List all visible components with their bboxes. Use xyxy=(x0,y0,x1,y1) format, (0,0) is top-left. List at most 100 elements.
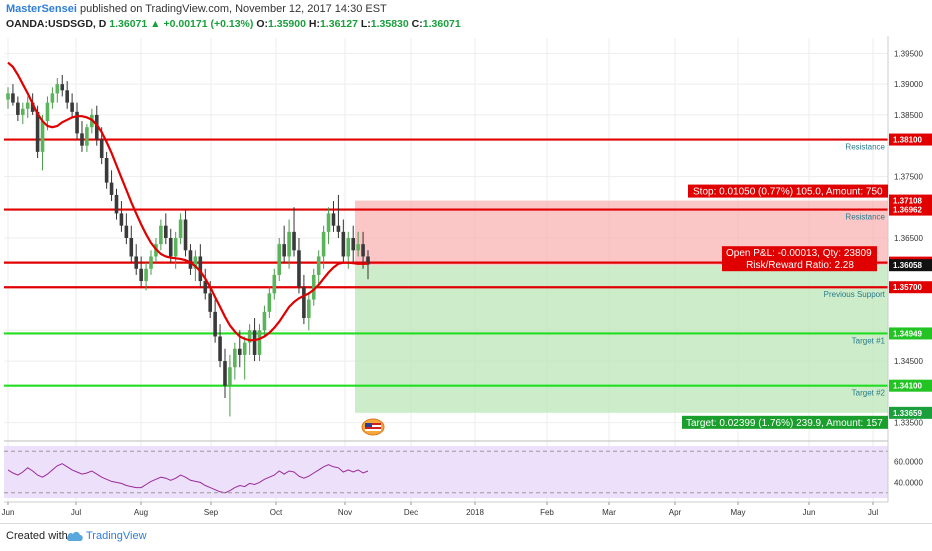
candle-body-19 xyxy=(99,139,104,158)
hline-label-1: Resistance xyxy=(845,213,885,222)
candle-body-43 xyxy=(218,336,222,362)
chart-header: MasterSensei published on TradingView.co… xyxy=(0,0,932,36)
open-label: O: xyxy=(256,18,268,30)
price-tags: 1.381001.369621.361001.357001.349491.341… xyxy=(889,133,932,419)
extra-tag-2: 1.36058 xyxy=(893,261,922,270)
candle-body-59 xyxy=(297,250,301,288)
candle-body-22 xyxy=(114,194,119,214)
candle-body-28 xyxy=(144,268,148,282)
price-tag-1: 1.36962 xyxy=(893,206,922,215)
rsi-tick-1: 40.0000 xyxy=(894,478,923,487)
price-tick-0: 1.39500 xyxy=(894,49,923,58)
candle-body-4 xyxy=(25,102,30,109)
tradingview-link[interactable]: TradingView xyxy=(86,530,147,542)
position-zones xyxy=(355,200,888,413)
price-tick-3: 1.37500 xyxy=(894,172,923,181)
candle-body-16 xyxy=(85,127,89,146)
candle-body-58 xyxy=(292,231,296,251)
candle-body-5 xyxy=(30,102,35,112)
candle-body-71 xyxy=(356,244,360,251)
stop-box-text: Stop: 0.01050 (0.77%) 105.0, Amount: 750 xyxy=(693,187,883,198)
candle-body-6 xyxy=(35,111,40,152)
candle-body-47 xyxy=(237,348,242,355)
candle-body-34 xyxy=(173,238,178,257)
time-tick-2: Aug xyxy=(134,508,148,517)
pnl-box-text: Open P&L: -0.00013, Qty: 23809 xyxy=(726,248,872,259)
candle-body-1 xyxy=(11,93,15,103)
published-text: published on TradingView.com, November 1… xyxy=(80,3,387,15)
candle-body-39 xyxy=(198,256,203,282)
candle-body-40 xyxy=(203,281,208,294)
up-arrow-icon: ▲ xyxy=(150,18,161,30)
price-tick-4: 1.36500 xyxy=(894,234,923,243)
candle-body-53 xyxy=(267,293,272,312)
candle-body-46 xyxy=(233,348,237,368)
candle-body-51 xyxy=(257,330,262,355)
candle-body-73 xyxy=(366,256,370,265)
ohlc-line: OANDA:USDSGD, D 1.36071 ▲ +0.00171 (+0.1… xyxy=(6,18,461,30)
extra-tag-bg-0 xyxy=(889,194,932,207)
candle-body-2 xyxy=(16,102,20,115)
price-tag-bg-5 xyxy=(889,379,932,392)
time-tick-6: Dec xyxy=(404,508,418,517)
candle-body-37 xyxy=(188,250,193,269)
high-value: 1.36127 xyxy=(319,18,358,30)
time-tick-7: 2018 xyxy=(466,508,484,517)
extra-tag-bg-3 xyxy=(889,406,932,419)
price-tag-0: 1.38100 xyxy=(893,136,922,145)
candle-body-42 xyxy=(213,311,217,337)
footer: Created with TradingView xyxy=(0,523,932,551)
price-tick-6: 1.34500 xyxy=(894,357,923,366)
tradingview-cloud-icon xyxy=(66,531,83,541)
hline-label-0: Resistance xyxy=(845,143,885,152)
candle-body-55 xyxy=(277,244,282,275)
candle-body-52 xyxy=(262,311,267,331)
target-box-bg xyxy=(682,415,888,429)
price-tick-7: 1.33500 xyxy=(894,419,923,428)
price-tick-2: 1.38500 xyxy=(894,111,923,120)
price-tag-4: 1.34949 xyxy=(893,329,922,338)
candle-body-20 xyxy=(104,158,109,183)
candle-body-10 xyxy=(55,84,60,94)
pnl-box-bg xyxy=(722,246,877,272)
time-tick-5: Nov xyxy=(338,508,352,517)
candle-body-67 xyxy=(336,225,341,232)
close-value: 1.36071 xyxy=(422,18,461,30)
time-tick-1: Jul xyxy=(71,508,81,517)
low-label: L: xyxy=(360,18,371,30)
extra-tag-0: 1.37108 xyxy=(893,197,922,206)
low-value: 1.35830 xyxy=(370,18,409,30)
candle-body-72 xyxy=(361,244,365,257)
time-tick-11: May xyxy=(730,508,745,517)
candle-body-54 xyxy=(272,274,277,294)
candle-body-12 xyxy=(65,90,69,103)
candle-body-35 xyxy=(178,219,183,238)
last-price: 1.36071 xyxy=(109,18,148,30)
created-with-text: Created with xyxy=(6,530,68,542)
rr-box-text: Risk/Reward Ratio: 2.28 xyxy=(746,260,854,271)
time-tick-0: Jun xyxy=(2,508,15,517)
symbol-label: OANDA:USDSGD, D xyxy=(6,18,107,30)
target-box-text: Target: 0.02399 (1.76%) 239.9, Amount: 1… xyxy=(686,418,883,429)
us-flag-icon[interactable] xyxy=(361,418,385,436)
target-zone xyxy=(355,265,888,413)
author-link[interactable]: MasterSensei xyxy=(6,3,77,15)
candle-body-27 xyxy=(139,268,143,282)
candle-body-66 xyxy=(331,213,336,226)
time-tick-8: Feb xyxy=(540,508,554,517)
time-axis[interactable]: Jun Jul Aug Sep Oct Nov Dec 2018 Feb Mar Apr May Jun… xyxy=(2,501,888,517)
candle-body-63 xyxy=(316,256,321,275)
candle-body-13 xyxy=(70,102,74,112)
candle-body-68 xyxy=(341,231,346,257)
extra-tag-3: 1.33659 xyxy=(893,409,922,418)
position-info: Stop: 0.01050 (0.77%) 105.0, Amount: 750… xyxy=(682,184,888,429)
candle-body-44 xyxy=(223,361,227,386)
candle-body-69 xyxy=(346,238,351,257)
candle-body-64 xyxy=(321,231,326,257)
chart-canvas[interactable]: Resistance Resistance Previous Support Targ… xyxy=(0,36,932,523)
candle-body-24 xyxy=(124,225,129,238)
price-tick-1: 1.39000 xyxy=(894,80,923,89)
publish-line: MasterSensei published on TradingView.co… xyxy=(6,3,387,15)
candle-body-50 xyxy=(252,330,257,355)
hline-label-3: Previous Support xyxy=(824,290,886,299)
